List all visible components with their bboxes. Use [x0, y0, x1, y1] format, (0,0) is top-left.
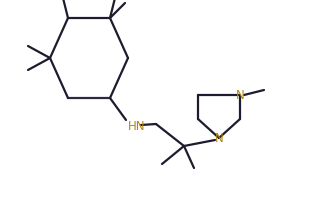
Text: N: N	[236, 89, 244, 101]
Text: N: N	[215, 131, 223, 144]
Text: HN: HN	[128, 119, 145, 132]
